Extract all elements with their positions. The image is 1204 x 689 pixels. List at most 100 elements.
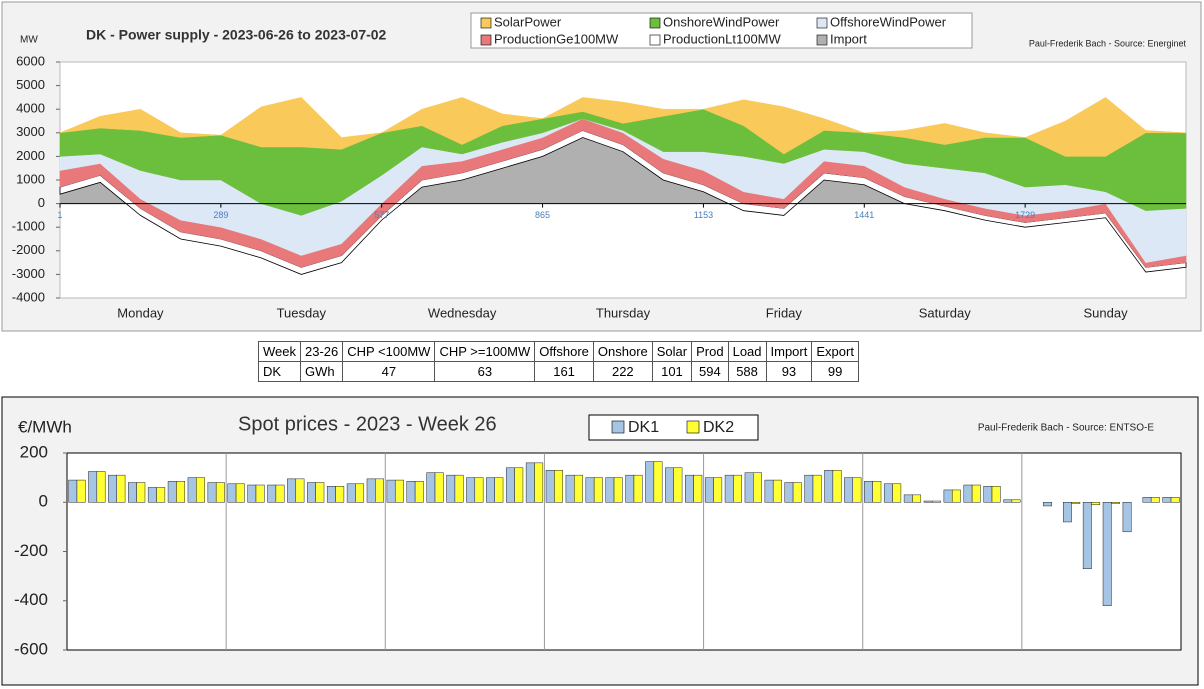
bar (1111, 502, 1120, 504)
legend-label: SolarPower (494, 14, 562, 29)
bar (534, 462, 544, 503)
bar (804, 474, 814, 503)
bar (466, 477, 476, 503)
table-cell: 23-26 (299, 341, 344, 362)
bar (772, 479, 782, 503)
y-tick-label: -4000 (12, 289, 45, 304)
bar (613, 477, 623, 503)
bar (593, 477, 603, 503)
bar (394, 479, 404, 503)
y-axis-label: MW (20, 35, 38, 46)
bar (68, 479, 78, 503)
bar (426, 472, 436, 503)
table-cell: 588 (727, 361, 767, 382)
x-tick-label: 1441 (854, 210, 874, 220)
day-label: Monday (117, 305, 164, 320)
bar (753, 472, 762, 503)
y-tick-label: -1000 (12, 219, 45, 234)
bar (872, 481, 882, 503)
table-cell: Prod (691, 341, 729, 362)
y-tick-label: 200 (20, 442, 48, 461)
bar (963, 484, 973, 503)
x-tick-label: 577 (374, 210, 389, 220)
bar (864, 481, 873, 503)
bar (295, 478, 305, 503)
bar (844, 477, 854, 503)
bar (605, 477, 615, 503)
legend-label: OffshoreWindPower (830, 14, 947, 29)
plot-area (66, 452, 1182, 651)
table-cell: 93 (765, 361, 813, 382)
x-tick-label: 289 (213, 210, 228, 220)
bar (764, 479, 774, 503)
bar (287, 478, 297, 503)
bar (446, 474, 456, 503)
y-tick-label: -600 (14, 639, 48, 658)
bar (147, 487, 157, 503)
bar (1011, 499, 1021, 503)
legend-swatch (480, 34, 492, 46)
day-label: Friday (766, 305, 803, 320)
bar (912, 494, 922, 503)
credit: Paul-Frederik Bach - Source: ENTSO-E (978, 423, 1154, 434)
legend-label: ProductionLt100MW (663, 31, 782, 46)
legend-swatch (686, 420, 700, 434)
table-cell: Solar (651, 341, 693, 362)
bar (673, 467, 683, 503)
bar (1122, 502, 1132, 533)
table-cell: 101 (651, 361, 693, 382)
bar (724, 474, 734, 503)
legend-swatch (611, 420, 625, 434)
bar (852, 477, 862, 503)
table-cell: Onshore (592, 341, 653, 362)
bar (943, 489, 953, 503)
legend-swatch (816, 34, 828, 46)
x-tick-label: 1153 (694, 210, 713, 220)
table-cell: 594 (691, 361, 729, 382)
bar (983, 485, 993, 503)
table-cell: Import (765, 341, 813, 362)
bar (1150, 497, 1160, 503)
table-cell: DK (258, 361, 301, 382)
table-cell: 161 (534, 361, 594, 382)
y-tick-label: -400 (14, 590, 48, 609)
bar (76, 479, 86, 503)
bar (1091, 502, 1101, 505)
y-tick-label: 0 (38, 195, 45, 210)
bar (1170, 497, 1180, 503)
bar (1162, 497, 1172, 503)
legend-swatch (649, 17, 661, 29)
bar (784, 482, 794, 503)
bar (585, 477, 595, 503)
bar (196, 477, 205, 503)
bar (414, 481, 424, 503)
bar (346, 483, 356, 503)
bar (386, 479, 396, 503)
bar (713, 477, 723, 503)
credit: Paul-Frederik Bach - Source: Energinet (1029, 38, 1187, 48)
bar (1142, 497, 1152, 503)
bar (554, 469, 563, 503)
bar (366, 478, 376, 503)
bar (832, 469, 842, 503)
bar (991, 485, 1001, 503)
chart-title: Spot prices - 2023 - Week 26 (238, 413, 497, 435)
bar (812, 474, 822, 503)
bar (1102, 502, 1112, 606)
y-axis-label: €/MWh (18, 417, 72, 436)
bar (267, 484, 277, 503)
y-tick-label: -2000 (12, 242, 45, 257)
bar (1062, 502, 1072, 523)
table-cell: 63 (434, 361, 536, 382)
bar (505, 467, 515, 503)
table-row: DK GWh 47 63 161 222 101 594 588 93 99 (258, 361, 859, 382)
legend-box (470, 12, 973, 49)
bar (128, 482, 137, 503)
y-tick-label: 4000 (16, 101, 45, 116)
legend-label: Import (830, 31, 867, 46)
bar (494, 477, 504, 503)
bar (176, 481, 186, 503)
bar (685, 474, 694, 503)
y-tick-label: 2000 (16, 148, 45, 163)
